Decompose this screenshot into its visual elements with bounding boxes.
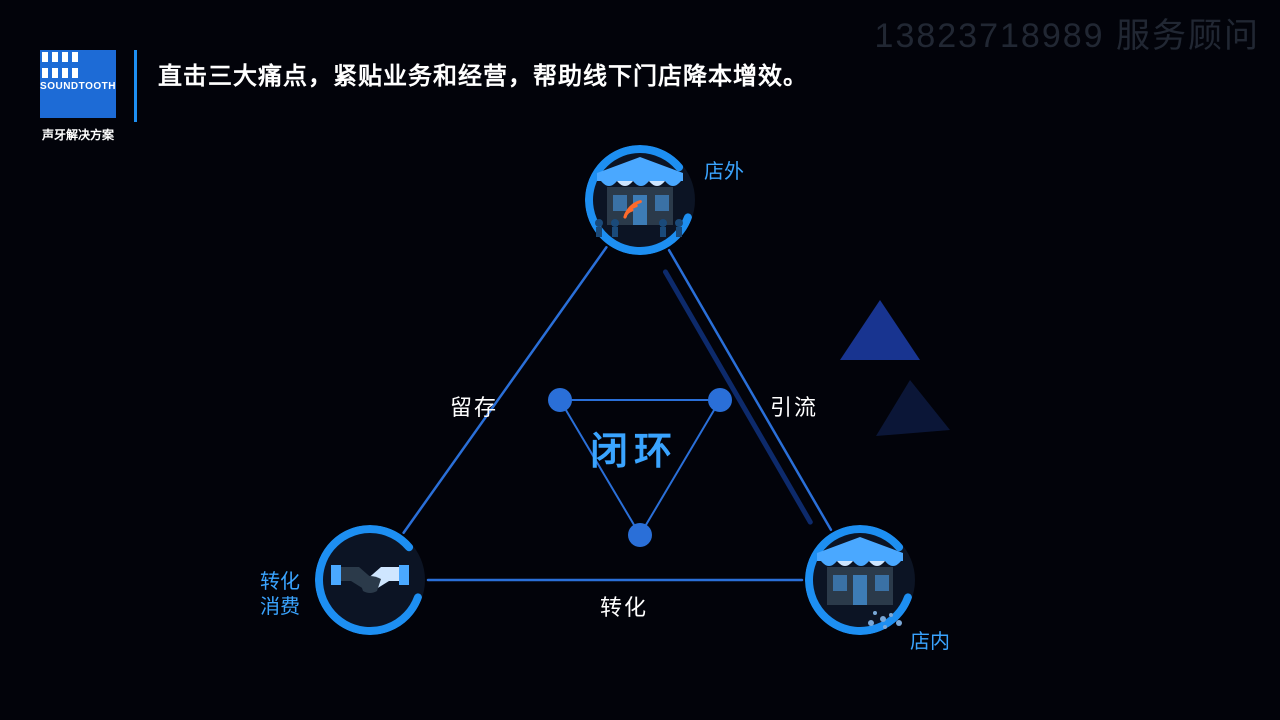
node-left bbox=[315, 525, 425, 635]
store-signal-icon bbox=[585, 145, 695, 255]
inner-node-dot bbox=[548, 388, 572, 412]
handshake-icon bbox=[315, 525, 425, 635]
node-top bbox=[585, 145, 695, 255]
decor-triangle bbox=[876, 380, 950, 436]
slide-title: 直击三大痛点，紧贴业务和经营，帮助线下门店降本增效。 bbox=[158, 56, 808, 91]
inner-node-dot bbox=[628, 523, 652, 547]
store-path-icon bbox=[805, 525, 915, 635]
decor-triangle bbox=[840, 300, 920, 360]
node-label-left: 转化 消费 bbox=[260, 570, 300, 620]
node-right bbox=[805, 525, 915, 635]
edge-label: 引流 bbox=[770, 390, 818, 422]
title-divider bbox=[134, 50, 137, 122]
logo-icon: SOUNDTOOTH bbox=[40, 50, 116, 118]
watermark-text: 13823718989 服务顾问 bbox=[875, 8, 1260, 57]
node-label-right: 店内 bbox=[910, 630, 950, 655]
edge-label: 留存 bbox=[450, 390, 498, 422]
center-label: 闭环 bbox=[590, 420, 678, 475]
triangle-diagram: 店外店内 转化 消费 引流转化 留存闭环 bbox=[260, 130, 1020, 690]
edge-label: 转化 bbox=[600, 590, 648, 622]
inner-node-dot bbox=[708, 388, 732, 412]
node-label-top: 店外 bbox=[704, 160, 744, 185]
logo-brand-text: SOUNDTOOTH bbox=[40, 81, 116, 92]
outer-edge bbox=[404, 247, 607, 532]
logo-subtitle: 声牙解决方案 bbox=[40, 126, 116, 143]
logo-block: SOUNDTOOTH 声牙解决方案 bbox=[40, 50, 116, 143]
